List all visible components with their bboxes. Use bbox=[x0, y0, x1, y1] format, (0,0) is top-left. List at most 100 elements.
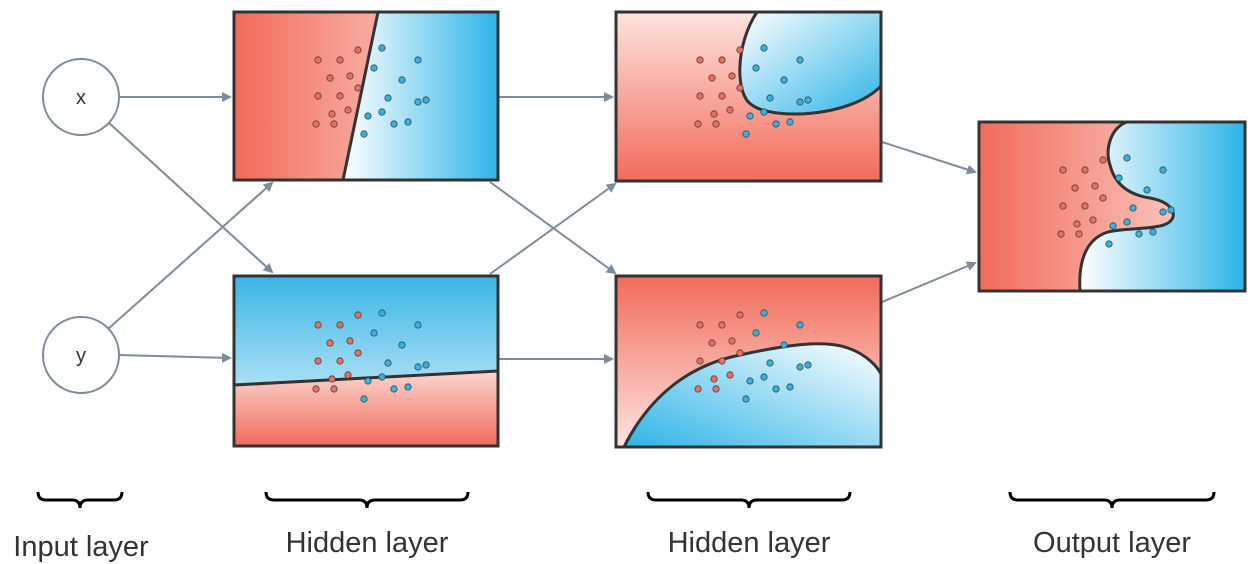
output-layer-label: Output layer bbox=[1033, 527, 1191, 559]
data-point bbox=[780, 341, 788, 349]
data-point bbox=[708, 339, 716, 347]
data-point bbox=[328, 110, 336, 118]
data-point bbox=[312, 120, 320, 128]
hidden-layer-2-label: Hidden layer bbox=[667, 527, 831, 559]
data-point bbox=[398, 341, 406, 349]
data-point bbox=[736, 349, 744, 357]
data-point bbox=[354, 349, 362, 357]
data-point bbox=[346, 72, 354, 80]
data-point bbox=[422, 361, 430, 369]
data-point bbox=[336, 56, 344, 64]
data-point bbox=[780, 76, 788, 84]
points-red bbox=[312, 311, 362, 393]
data-point bbox=[346, 337, 354, 345]
hidden-layer-1-label: Hidden layer bbox=[285, 527, 449, 559]
data-point bbox=[796, 98, 804, 106]
data-point bbox=[314, 321, 322, 329]
data-point bbox=[804, 96, 812, 104]
points-blue bbox=[360, 309, 430, 403]
data-point bbox=[694, 385, 702, 393]
data-point bbox=[796, 321, 804, 329]
data-point bbox=[1057, 230, 1065, 238]
input-node-x-label: x bbox=[76, 87, 86, 109]
hidden2-bottom-panel bbox=[614, 274, 883, 449]
brace-hidden-1 bbox=[264, 491, 470, 509]
data-point bbox=[742, 395, 750, 403]
data-point bbox=[390, 385, 398, 393]
data-point bbox=[718, 321, 726, 329]
data-point bbox=[312, 385, 320, 393]
data-point bbox=[746, 112, 754, 120]
data-point bbox=[752, 64, 760, 72]
edge-h2bottom-to-output bbox=[881, 261, 977, 303]
data-point bbox=[404, 383, 412, 391]
data-point bbox=[726, 371, 734, 379]
decision-boundary bbox=[233, 369, 499, 387]
data-point bbox=[804, 361, 812, 369]
data-point bbox=[772, 120, 780, 128]
points-red bbox=[1057, 156, 1107, 238]
data-point bbox=[360, 130, 368, 138]
data-point bbox=[1099, 156, 1107, 164]
points-red bbox=[312, 46, 362, 128]
data-point bbox=[1123, 218, 1131, 226]
data-point bbox=[314, 92, 322, 100]
data-point bbox=[1159, 166, 1167, 174]
data-point bbox=[404, 118, 412, 126]
data-point bbox=[330, 120, 338, 128]
edge-y-to-hidden1-bottom bbox=[118, 352, 232, 363]
edge-y-to-hidden1-top bbox=[107, 181, 274, 330]
data-point bbox=[766, 359, 774, 367]
data-point bbox=[330, 385, 338, 393]
data-point bbox=[328, 375, 336, 383]
data-point bbox=[370, 329, 378, 337]
data-point bbox=[1089, 216, 1097, 224]
data-point bbox=[314, 56, 322, 64]
data-point bbox=[384, 359, 392, 367]
data-point bbox=[422, 96, 430, 104]
data-point bbox=[414, 98, 422, 106]
data-point bbox=[414, 56, 422, 64]
data-point bbox=[760, 108, 768, 116]
brace-output bbox=[1008, 491, 1216, 509]
data-point bbox=[326, 339, 334, 347]
input-node-y: y bbox=[42, 316, 120, 394]
edge-h2top-to-output bbox=[881, 141, 977, 175]
data-point bbox=[796, 56, 804, 64]
data-point bbox=[710, 110, 718, 118]
data-point bbox=[344, 106, 352, 114]
data-point bbox=[728, 72, 736, 80]
data-point bbox=[760, 44, 768, 52]
decision-boundary bbox=[622, 342, 883, 448]
data-point bbox=[370, 64, 378, 72]
decision-boundary bbox=[341, 11, 380, 181]
data-point bbox=[378, 373, 386, 381]
data-point bbox=[796, 363, 804, 371]
data-point bbox=[1123, 154, 1131, 162]
hidden1-bottom-panel bbox=[232, 274, 500, 448]
data-point bbox=[336, 321, 344, 329]
data-point bbox=[718, 357, 726, 365]
data-point bbox=[414, 321, 422, 329]
data-point bbox=[1143, 186, 1151, 194]
data-point bbox=[384, 94, 392, 102]
brace-input bbox=[36, 491, 124, 509]
edges bbox=[107, 92, 977, 364]
edge-x-to-hidden1-bottom bbox=[107, 121, 274, 274]
data-point bbox=[708, 74, 716, 82]
points-blue bbox=[1105, 154, 1175, 248]
data-point bbox=[760, 309, 768, 317]
data-point bbox=[336, 92, 344, 100]
points-red bbox=[694, 311, 744, 393]
data-point bbox=[742, 130, 750, 138]
edge-h1bottom-to-h2top bbox=[489, 182, 617, 275]
data-point bbox=[1159, 208, 1167, 216]
data-point bbox=[736, 46, 744, 54]
data-point bbox=[736, 311, 744, 319]
data-point bbox=[712, 385, 720, 393]
hidden1-top-panel bbox=[232, 10, 500, 182]
data-point bbox=[414, 363, 422, 371]
points-blue bbox=[742, 44, 812, 138]
data-point bbox=[1135, 230, 1143, 238]
data-point bbox=[694, 120, 702, 128]
